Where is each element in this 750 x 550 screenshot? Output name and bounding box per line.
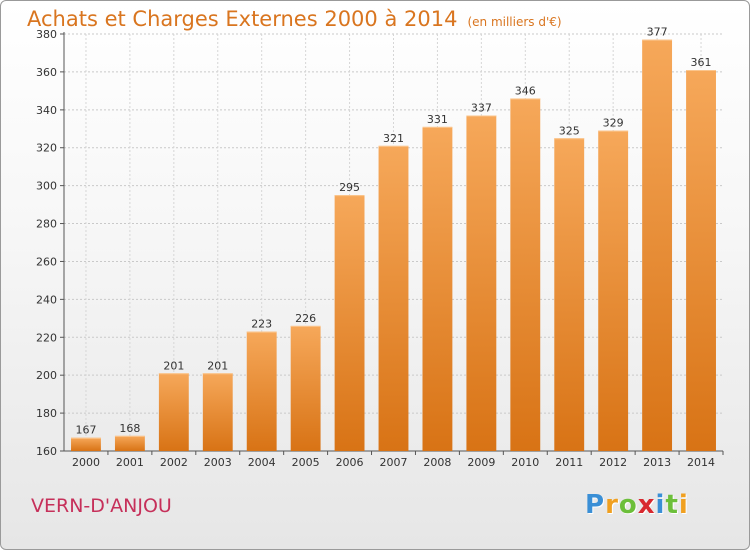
value-label-2008: 331 — [427, 113, 448, 126]
bar-2013 — [642, 39, 673, 451]
y-tick-label: 240 — [36, 293, 57, 306]
value-label-2012: 329 — [603, 117, 624, 130]
chart-title: Achats et Charges Externes 2000 à 2014 — [27, 7, 458, 31]
x-tick-label-2007: 2007 — [380, 456, 408, 469]
logo-letter: x — [637, 490, 656, 520]
x-tick-label-2010: 2010 — [511, 456, 539, 469]
y-tick-label: 360 — [36, 66, 57, 79]
bar-2008 — [422, 126, 453, 452]
y-tick-label: 260 — [36, 255, 57, 268]
x-tick-label-2006: 2006 — [336, 456, 364, 469]
bar-2011 — [554, 138, 585, 451]
labels: 160 180 200 220 240 260 280 300 320 340 360 380 167 2… — [36, 26, 715, 469]
proxiti-logo[interactable]: Proxiti — [585, 490, 689, 520]
bar-2000 — [71, 437, 101, 451]
logo-letter: i — [655, 490, 666, 520]
bar-2004 — [246, 331, 277, 451]
bar-2014 — [686, 70, 716, 451]
y-tick-label: 380 — [36, 28, 57, 41]
x-tick-label-2009: 2009 — [467, 456, 495, 469]
bar-2006 — [334, 195, 365, 451]
logo-letter: r — [605, 490, 619, 520]
bar-2003 — [202, 373, 233, 451]
logo-letter: i — [678, 490, 689, 520]
bars — [71, 39, 716, 452]
x-tick-label-2012: 2012 — [599, 456, 627, 469]
x-tick-label-2008: 2008 — [423, 456, 451, 469]
value-label-2007: 321 — [383, 132, 404, 145]
x-tick-label-2004: 2004 — [248, 456, 276, 469]
bar-2002 — [158, 373, 189, 451]
bar-2009 — [466, 115, 497, 451]
value-label-2013: 377 — [647, 26, 668, 39]
logo-letter: t — [665, 490, 679, 520]
title-row: Achats et Charges Externes 2000 à 2014 (e… — [27, 7, 562, 31]
bar-2001 — [114, 435, 145, 451]
value-label-2009: 337 — [471, 102, 492, 115]
value-label-2004: 223 — [251, 318, 272, 331]
y-tick-label: 320 — [36, 142, 57, 155]
bar-2007 — [378, 145, 409, 451]
y-tick-label: 300 — [36, 180, 57, 193]
value-label-2005: 226 — [295, 312, 316, 325]
value-label-2003: 201 — [207, 359, 228, 372]
x-tick-label-2002: 2002 — [160, 456, 188, 469]
y-tick-label: 220 — [36, 331, 57, 344]
x-tick-label-2001: 2001 — [116, 456, 144, 469]
y-tick-label: 200 — [36, 369, 57, 382]
value-label-2010: 346 — [515, 84, 536, 97]
bar-2010 — [510, 98, 541, 451]
x-tick-label-2011: 2011 — [555, 456, 583, 469]
value-label-2014: 361 — [691, 56, 712, 69]
x-tick-label-2005: 2005 — [292, 456, 320, 469]
value-label-2006: 295 — [339, 181, 360, 194]
value-label-2001: 168 — [119, 422, 140, 435]
value-label-2002: 201 — [163, 359, 184, 372]
y-tick-label: 160 — [36, 445, 57, 458]
x-tick-label-2014: 2014 — [687, 456, 715, 469]
x-tick-label-2000: 2000 — [72, 456, 100, 469]
y-tick-label: 180 — [36, 407, 57, 420]
bar-2005 — [290, 325, 321, 451]
logo-letter: o — [618, 490, 638, 520]
x-tick-label-2003: 2003 — [204, 456, 232, 469]
commune-name: VERN-D'ANJOU — [31, 495, 172, 517]
value-label-2000: 167 — [75, 424, 96, 437]
chart-subtitle: (en milliers d'€) — [467, 15, 562, 29]
bar-2012 — [598, 130, 629, 451]
value-label-2011: 325 — [559, 124, 580, 137]
logo-letter: P — [585, 490, 606, 520]
y-tick-label: 280 — [36, 218, 57, 231]
x-tick-label-2013: 2013 — [643, 456, 671, 469]
y-tick-label: 340 — [36, 104, 57, 117]
